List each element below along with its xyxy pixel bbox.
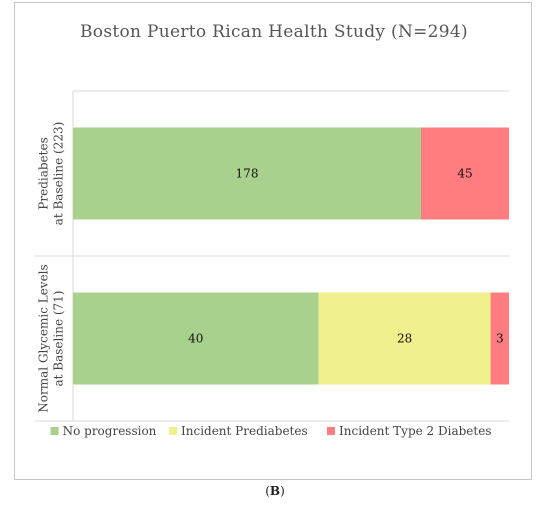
- stacked-bar-chart: Boston Puerto Rican Health Study (N=294)…: [35, 22, 509, 438]
- legend-entry: Incident Prediabetes: [181, 424, 308, 438]
- category-label: Prediabetes at Baseline (223): [37, 122, 66, 226]
- legend-swatch: [50, 427, 59, 435]
- figure-caption: (B): [265, 484, 285, 498]
- legend: No progression Incident Prediabetes Incide…: [50, 424, 491, 438]
- category-label-line: at Baseline (71): [52, 291, 66, 387]
- legend-swatch: [169, 427, 177, 435]
- data-label: 178: [236, 167, 259, 181]
- legend-swatch: [327, 427, 335, 435]
- chart-title: Boston Puerto Rican Health Study (N=294): [80, 22, 468, 42]
- bar-segment: [73, 292, 319, 385]
- legend-entry: Incident Type 2 Diabetes: [339, 424, 491, 438]
- plot-area: 178 45 Prediabetes at Baseline (223) 40 28 3 No…: [35, 90, 509, 422]
- bar-segment: [73, 127, 422, 220]
- data-label: 40: [188, 332, 203, 346]
- bar-segment: [490, 292, 509, 385]
- legend-entry: No progression: [63, 424, 157, 438]
- bar-segment: [318, 292, 491, 385]
- data-label: 28: [397, 332, 412, 346]
- category-label: Normal Glycemic Levels at Baseline (71): [37, 264, 66, 412]
- category-label-line: Prediabetes: [37, 137, 51, 209]
- category-label-line: Normal Glycemic Levels: [37, 264, 51, 412]
- bar-segment: [421, 127, 509, 220]
- data-label: 45: [457, 167, 472, 181]
- chart-frame: Boston Puerto Rican Health Study (N=294)…: [14, 2, 532, 480]
- data-label: 3: [496, 332, 504, 346]
- category-label-line: at Baseline (223): [52, 122, 66, 226]
